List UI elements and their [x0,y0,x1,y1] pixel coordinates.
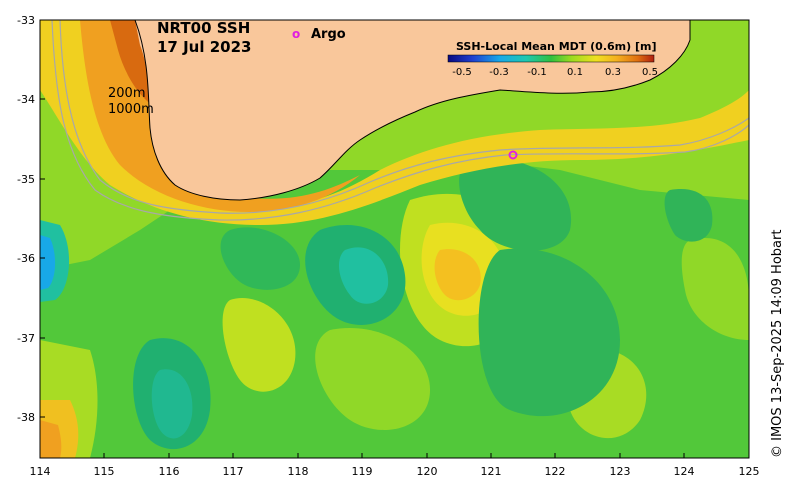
colorbar-title: SSH-Local Mean MDT (0.6m) [m] [456,40,656,53]
argo-legend-symbol: o [292,27,300,41]
x-tick-label: 115 [94,465,115,478]
x-tick-label: 119 [352,465,373,478]
plot-frame [39,19,750,459]
x-tick-label: 125 [739,465,760,478]
map-plot-area [40,20,749,458]
imos-credit: © IMOS 13-Sep-2025 14:09 Hobart [770,230,785,458]
colorbar-tick-label: 0.1 [567,67,583,78]
isobath-200m-label: 200m [108,86,145,101]
x-tick-label: 114 [30,465,51,478]
y-tick-label: -35 [17,173,35,186]
x-axis: 114 115 116 117 118 119 120 121 122 123 … [30,453,760,478]
x-tick-label: 121 [481,465,502,478]
colorbar-tick-label: -0.3 [489,67,509,78]
x-tick-label: 118 [288,465,309,478]
x-tick-label: 122 [545,465,566,478]
y-tick-label: -36 [17,252,35,265]
colorbar-tick-label: -0.5 [452,67,472,78]
y-axis: -33 -34 -35 -36 -37 -38 [17,14,45,424]
x-tick-label: 117 [223,465,244,478]
isobath-200m-line [59,20,749,214]
colorbar-gradient [447,54,655,63]
y-tick-label: -38 [17,411,35,424]
colorbar-tick-label: 0.5 [642,67,658,78]
product-date: 17 Jul 2023 [157,38,251,56]
argo-legend-label: Argo [311,27,346,42]
colorbar-tick-label: -0.1 [527,67,547,78]
y-tick-label: -34 [17,93,35,106]
australia-land [135,20,690,200]
colorbar-tick-label: 0.3 [605,67,621,78]
y-tick-label: -33 [17,14,35,27]
x-tick-label: 116 [159,465,180,478]
colorbar: SSH-Local Mean MDT (0.6m) [m] -0.5 -0.3 … [447,40,658,78]
coastline [134,20,691,201]
x-tick-label: 124 [674,465,695,478]
x-tick-label: 123 [610,465,631,478]
isobath-1000m-line [51,20,749,221]
x-tick-label: 120 [417,465,438,478]
argo-float-marker [508,150,518,160]
product-title: NRT00 SSH [157,19,250,37]
y-tick-label: -37 [17,332,35,345]
isobath-1000m-label: 1000m [108,102,154,117]
